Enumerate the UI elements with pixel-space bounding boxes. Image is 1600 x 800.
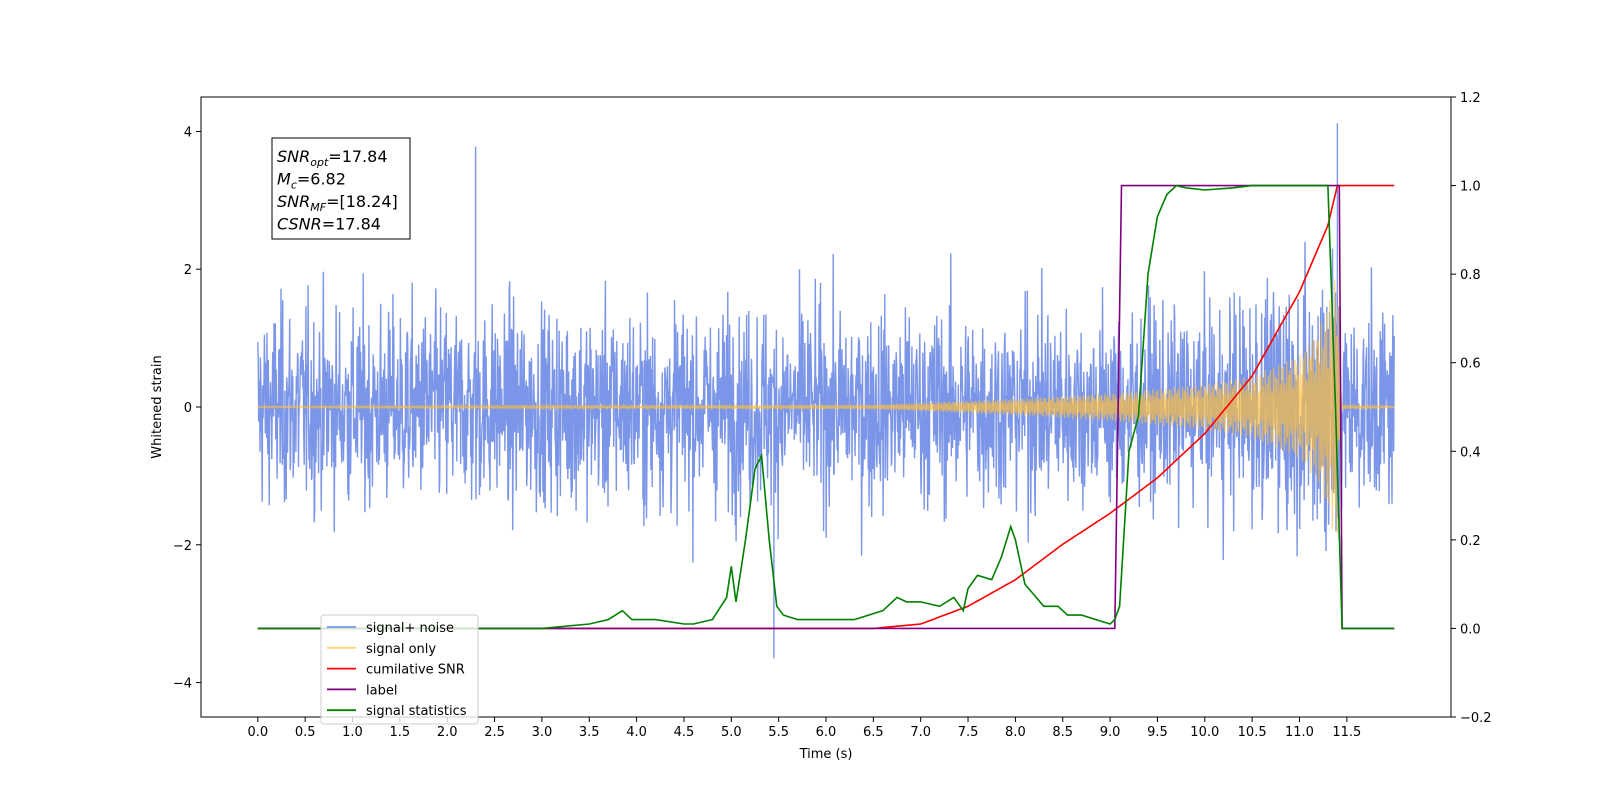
x-tick-label: 10.0 <box>1190 725 1219 740</box>
x-tick-label: 9.0 <box>1100 725 1121 740</box>
y-axis-label: Whitened strain <box>150 355 165 458</box>
annotation-line: SNRMF=[18.24] <box>277 192 398 214</box>
y-right-tick-label: 0.6 <box>1460 357 1481 372</box>
stats-annotation-box: SNRopt=17.84Mc=6.82SNRMF=[18.24]CSNR=17.… <box>271 137 411 240</box>
x-tick-label: 4.0 <box>626 725 647 740</box>
y-right-tick-label: 0.4 <box>1460 445 1481 460</box>
plot-area <box>257 123 1395 659</box>
y-left-tick-label: 2 <box>184 263 192 278</box>
y-right-tick-label: 1.0 <box>1460 180 1481 195</box>
x-tick-label: 1.0 <box>342 725 363 740</box>
x-tick-label: 4.5 <box>674 725 695 740</box>
x-tick-label: 9.5 <box>1147 725 1168 740</box>
y-axis-right: 1.2 1.0 0.8 0.6 0.4 0.2 0.0 −0.2 <box>1451 91 1492 726</box>
x-tick-label: 8.0 <box>1005 725 1026 740</box>
x-axis: 0.0 0.5 1.0 1.5 2.0 2.5 3.0 3.5 4.0 4.5 5.0 5.5 6.0 6… <box>247 717 1361 740</box>
x-tick-label: 3.5 <box>579 725 600 740</box>
y-right-tick-label: 1.2 <box>1460 91 1481 106</box>
x-tick-label: 2.5 <box>484 725 505 740</box>
series-signal-statistics-line <box>257 184 1395 630</box>
x-tick-label: 7.0 <box>910 725 931 740</box>
x-tick-label: 0.0 <box>247 725 268 740</box>
legend-label: signal+ noise <box>366 621 454 636</box>
legend-label: cumilative SNR <box>366 663 465 678</box>
x-tick-label: 10.5 <box>1238 725 1267 740</box>
y-right-tick-label: 0.8 <box>1460 268 1481 283</box>
series-signal-only-line <box>257 280 1395 534</box>
annotation-box <box>271 137 411 240</box>
annotation-line: CSNR=17.84 <box>277 215 381 234</box>
y-left-tick-label: −4 <box>173 677 192 692</box>
y-axis-left: 4 2 0 −2 −4 <box>173 125 201 692</box>
y-left-tick-label: 4 <box>184 125 192 140</box>
x-tick-label: 0.5 <box>295 725 316 740</box>
legend-label: label <box>366 683 397 698</box>
annotation-line: SNRopt=17.84 <box>277 147 388 169</box>
y-right-tick-label: −0.2 <box>1460 711 1492 726</box>
x-tick-label: 5.5 <box>768 725 789 740</box>
series-signal-noise-line <box>257 123 1395 659</box>
x-tick-label: 6.5 <box>863 725 884 740</box>
y-right-tick-label: 0.2 <box>1460 534 1481 549</box>
x-tick-label: 3.0 <box>532 725 553 740</box>
x-tick-label: 6.0 <box>816 725 837 740</box>
x-tick-label: 2.0 <box>437 725 458 740</box>
x-tick-label: 1.5 <box>390 725 411 740</box>
x-tick-label: 7.5 <box>958 725 979 740</box>
annotation-line: Mc=6.82 <box>277 170 346 192</box>
y-left-tick-label: 0 <box>184 401 192 416</box>
legend-label: signal only <box>366 642 436 657</box>
x-tick-label: 5.0 <box>721 725 742 740</box>
x-axis-label: Time (s) <box>799 747 853 762</box>
x-tick-label: 11.0 <box>1285 725 1314 740</box>
legend-label: signal statistics <box>366 704 467 719</box>
legend: signal+ noise signal only cumilative SNR la… <box>320 614 479 725</box>
x-tick-label: 11.5 <box>1332 725 1361 740</box>
legend-box <box>320 614 479 725</box>
y-right-tick-label: 0.0 <box>1460 622 1481 637</box>
y-left-tick-label: −2 <box>173 539 192 554</box>
x-tick-label: 8.5 <box>1052 725 1073 740</box>
